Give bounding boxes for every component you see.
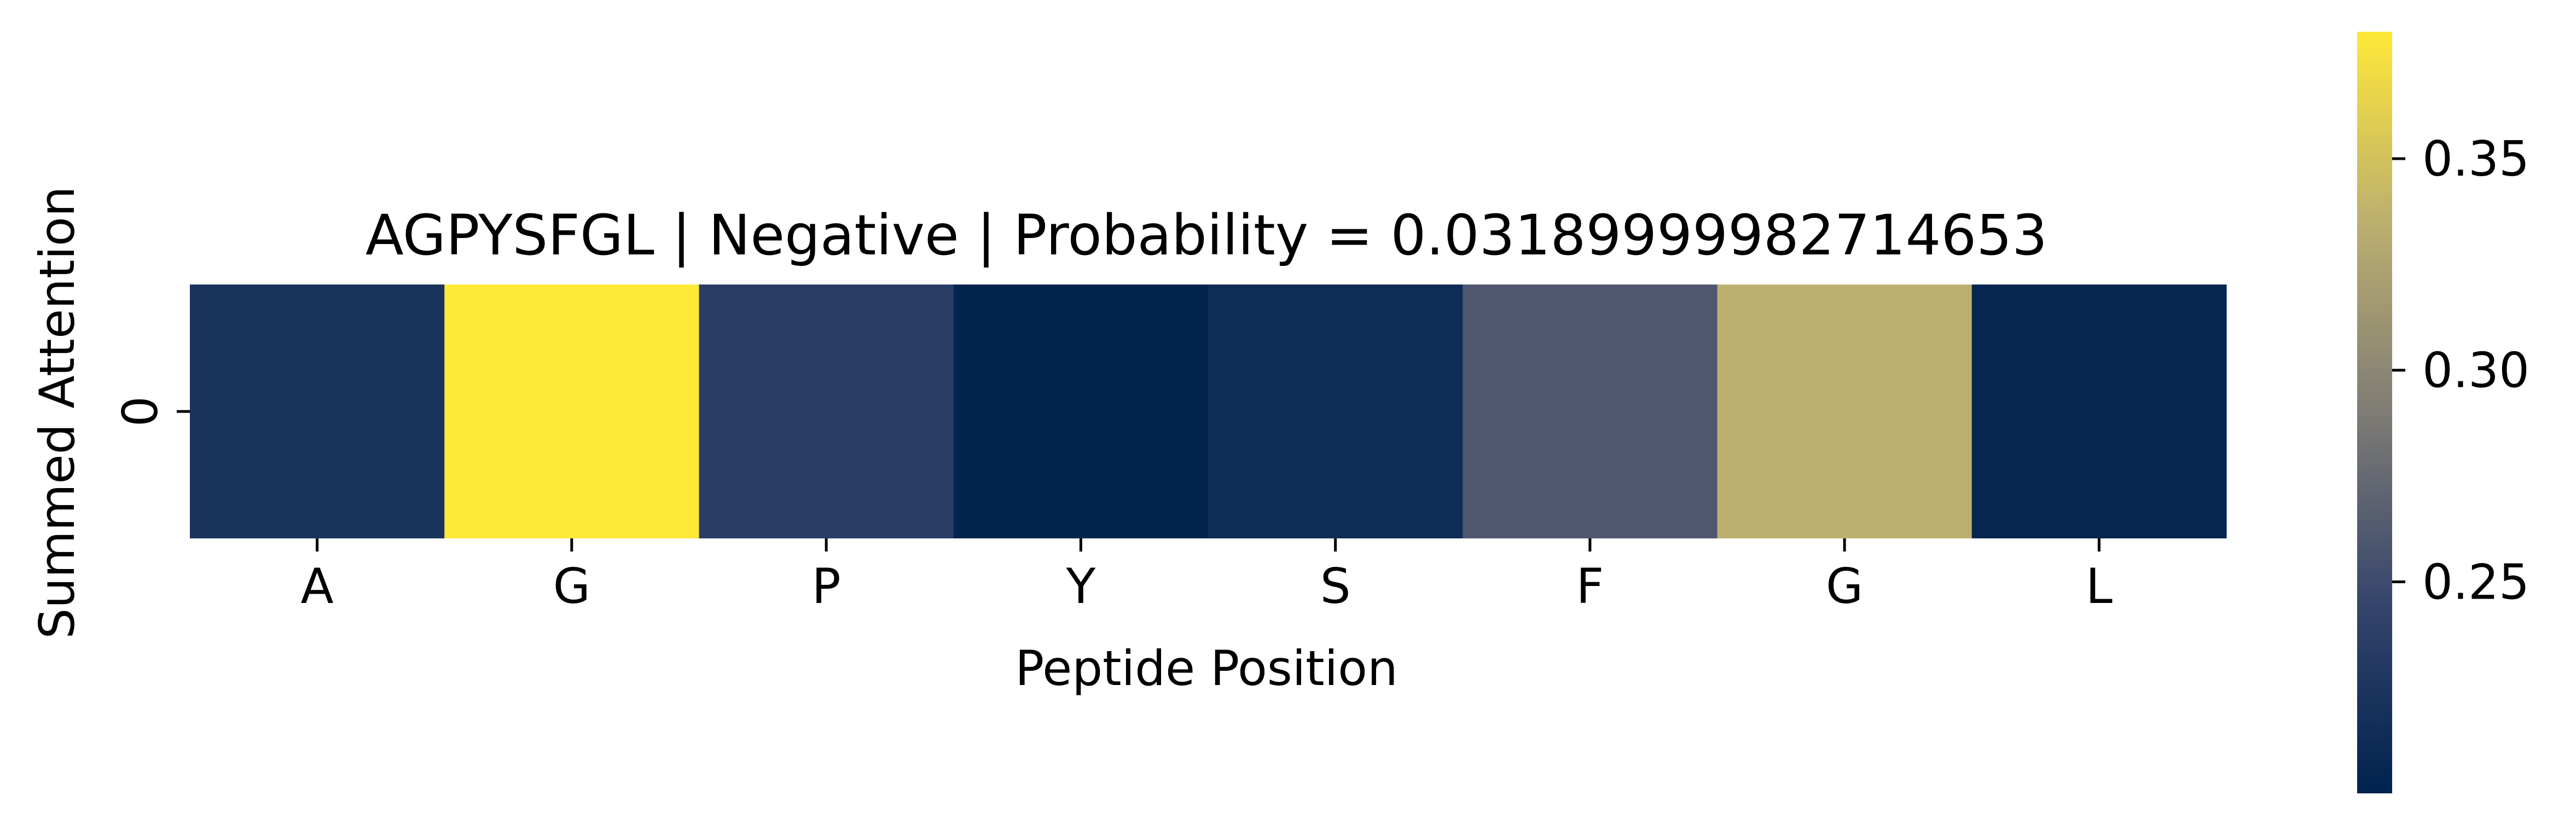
heatmap-cell	[1463, 285, 1718, 538]
colorbar-tick-label: 0.35	[2422, 131, 2529, 187]
colorbar-tick-label: 0.30	[2422, 343, 2529, 399]
y-axis-ticks: 0	[112, 396, 190, 427]
heatmap-cell	[953, 285, 1209, 538]
heatmap-cell	[699, 285, 954, 538]
x-tick-label: Y	[1065, 558, 1095, 614]
x-tick-label: G	[1826, 558, 1863, 614]
x-tick-label: A	[301, 558, 334, 614]
heatmap-cells	[190, 285, 2227, 538]
heatmap-cell	[1717, 285, 1972, 538]
heatmap-cell	[444, 285, 700, 538]
y-tick-label: 0	[112, 396, 169, 427]
x-tick-label: P	[812, 558, 841, 614]
colorbar-tick-label: 0.25	[2422, 554, 2529, 610]
chart-title: AGPYSFGL | Negative | Probability = 0.03…	[365, 203, 2047, 268]
heatmap-cell	[190, 285, 445, 538]
x-tick-label: S	[1320, 558, 1351, 614]
colorbar-ticks: 0.25 0.30 0.35	[2392, 131, 2529, 610]
heatmap-cell	[1971, 285, 2227, 538]
y-axis-label: Summed Attention	[29, 186, 85, 639]
x-tick-label: G	[553, 558, 590, 614]
colorbar	[2357, 32, 2392, 793]
x-axis-label: Peptide Position	[1015, 640, 1398, 697]
x-tick-label: L	[2086, 558, 2113, 614]
x-tick-label: F	[1576, 558, 1604, 614]
heatmap-cell	[1208, 285, 1463, 538]
